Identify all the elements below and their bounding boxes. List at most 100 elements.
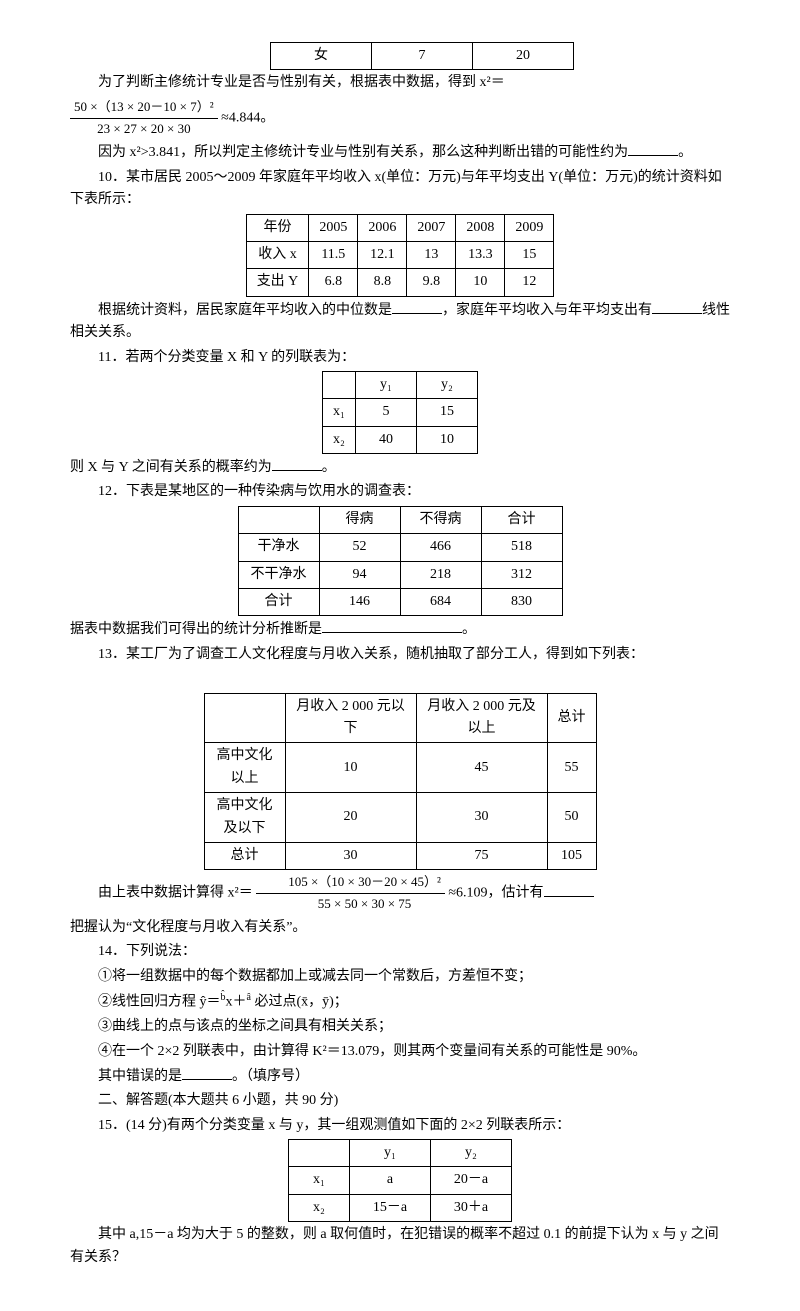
cell: x₂ bbox=[289, 1194, 350, 1221]
cell: 15 bbox=[505, 241, 554, 268]
cell: 7 bbox=[372, 43, 473, 70]
q14-item1: ①将一组数据中的每个数据都加上或减去同一个常数后，方差恒不变； bbox=[70, 966, 730, 988]
table-q11: y₁ y₂ x₁ 5 15 x₂ 40 10 bbox=[322, 371, 478, 454]
cell: 13.3 bbox=[456, 241, 505, 268]
cell: 高中文化及以下 bbox=[204, 793, 285, 843]
cell: 10 bbox=[416, 426, 477, 453]
table-q13: 月收入 2 000 元以下 月收入 2 000 元及以上 总计 高中文化以上 1… bbox=[204, 693, 597, 871]
cell: 干净水 bbox=[238, 534, 319, 561]
frac-den: 55 × 50 × 30 × 75 bbox=[256, 894, 445, 915]
q14-fill: 其中错误的是。（填序号） bbox=[70, 1065, 730, 1088]
cell bbox=[204, 693, 285, 743]
cell: 9.8 bbox=[407, 269, 456, 296]
cell: 总计 bbox=[547, 693, 596, 743]
cell: 不干净水 bbox=[238, 561, 319, 588]
cell: 94 bbox=[319, 561, 400, 588]
cell: 高中文化以上 bbox=[204, 743, 285, 793]
cell: 30 bbox=[285, 842, 416, 869]
cell: 30＋a bbox=[431, 1194, 512, 1221]
cell bbox=[323, 371, 356, 398]
text: ②线性回归方程 bbox=[98, 995, 196, 1010]
cell bbox=[238, 506, 319, 533]
cell: 12 bbox=[505, 269, 554, 296]
blank bbox=[272, 456, 322, 471]
table-q15: y₁ y₂ x₁ a 20－a x₂ 15－a 30＋a bbox=[288, 1139, 512, 1222]
text: 。（填序号） bbox=[232, 1069, 309, 1084]
cell: 2006 bbox=[358, 214, 407, 241]
cell: 2008 bbox=[456, 214, 505, 241]
cell: 218 bbox=[400, 561, 481, 588]
cell: 52 bbox=[319, 534, 400, 561]
text: 则 X 与 Y 之间有关系的概率约为 bbox=[70, 460, 272, 475]
cell: 不得病 bbox=[400, 506, 481, 533]
cell: 2009 bbox=[505, 214, 554, 241]
cell: 12.1 bbox=[358, 241, 407, 268]
cell: 5 bbox=[355, 399, 416, 426]
q14-item4: ④在一个 2×2 列联表中，由计算得 K²＝13.079，则其两个变量间有关系的… bbox=[70, 1041, 730, 1063]
table-q10: 年份 2005 2006 2007 2008 2009 收入 x 11.5 12… bbox=[246, 214, 555, 297]
q13-conclusion: 把握认为“文化程度与月收入有关系”。 bbox=[70, 917, 730, 939]
cell: 10 bbox=[285, 743, 416, 793]
blank bbox=[322, 618, 462, 633]
q15-text: 15．(14 分)有两个分类变量 x 与 y，其一组观测值如下面的 2×2 列联… bbox=[70, 1115, 730, 1137]
paragraph-judgement: 为了判断主修统计专业是否与性别有关，根据表中数据，得到 x²＝ bbox=[70, 72, 730, 94]
cell: 10 bbox=[456, 269, 505, 296]
blank bbox=[652, 299, 702, 314]
section-2-heading: 二、解答题(本大题共 6 小题，共 90 分) bbox=[70, 1090, 730, 1112]
q14-item3: ③曲线上的点与该点的坐标之间具有相关关系； bbox=[70, 1016, 730, 1038]
cell: 146 bbox=[319, 589, 400, 616]
cell: 20 bbox=[473, 43, 574, 70]
cell: 2005 bbox=[309, 214, 358, 241]
cell: 466 bbox=[400, 534, 481, 561]
frac-den: 23 × 27 × 20 × 30 bbox=[70, 119, 218, 140]
cell: 312 bbox=[481, 561, 562, 588]
q11-text: 11．若两个分类变量 X 和 Y 的列联表为： bbox=[70, 347, 730, 369]
cell: y₂ bbox=[431, 1140, 512, 1167]
text: ，家庭年平均收入与年平均支出有 bbox=[442, 303, 652, 318]
approx-value: ≈4.844。 bbox=[221, 110, 274, 125]
cell: 合计 bbox=[481, 506, 562, 533]
cell: 20 bbox=[285, 793, 416, 843]
q13-text: 13．某工厂为了调查工人文化程度与月收入关系，随机抽取了部分工人，得到如下列表： bbox=[70, 644, 730, 666]
cell: 105 bbox=[547, 842, 596, 869]
q11-fill: 则 X 与 Y 之间有关系的概率约为。 bbox=[70, 456, 730, 479]
text: 据表中数据我们可得出的统计分析推断是 bbox=[70, 622, 322, 637]
cell: 合计 bbox=[238, 589, 319, 616]
cell bbox=[289, 1140, 350, 1167]
text: 由上表中数据计算得 x²＝ bbox=[98, 886, 253, 901]
cell: 总计 bbox=[204, 842, 285, 869]
table-q12: 得病 不得病 合计 干净水 52 466 518 不干净水 94 218 312… bbox=[238, 506, 563, 617]
cell: x₁ bbox=[323, 399, 356, 426]
q13-formula: 由上表中数据计算得 x²＝ 105 ×（10 × 30－20 × 45）² 55… bbox=[70, 872, 730, 915]
table-gender-stats: 女 7 20 bbox=[270, 42, 574, 70]
cell: 得病 bbox=[319, 506, 400, 533]
cell: 月收入 2 000 元及以上 bbox=[416, 693, 547, 743]
cell: 收入 x bbox=[246, 241, 309, 268]
cell: 830 bbox=[481, 589, 562, 616]
cell: y₂ bbox=[416, 371, 477, 398]
cell: 45 bbox=[416, 743, 547, 793]
cell: 40 bbox=[355, 426, 416, 453]
cell: 75 bbox=[416, 842, 547, 869]
q15-question: 其中 a,15－a 均为大于 5 的整数，则 a 取何值时，在犯错误的概率不超过… bbox=[70, 1224, 730, 1269]
q10-fill: 根据统计资料，居民家庭年平均收入的中位数是，家庭年平均收入与年平均支出有线性相关… bbox=[70, 299, 730, 345]
cell: 6.8 bbox=[309, 269, 358, 296]
blank bbox=[392, 299, 442, 314]
q14-heading: 14．下列说法： bbox=[70, 941, 730, 963]
cell: 50 bbox=[547, 793, 596, 843]
cell: x₁ bbox=[289, 1167, 350, 1194]
cell: 13 bbox=[407, 241, 456, 268]
cell: 11.5 bbox=[309, 241, 358, 268]
text: 根据统计资料，居民家庭年平均收入的中位数是 bbox=[98, 303, 392, 318]
cell: 支出 Y bbox=[246, 269, 309, 296]
text: 因为 x²>3.841，所以判定主修统计专业与性别有关系，那么这种判断出错的可能… bbox=[98, 145, 628, 160]
cell: 684 bbox=[400, 589, 481, 616]
cell: 55 bbox=[547, 743, 596, 793]
cell: 518 bbox=[481, 534, 562, 561]
blank bbox=[182, 1065, 232, 1080]
text: ≈6.109，估计有 bbox=[448, 886, 543, 901]
cell: 30 bbox=[416, 793, 547, 843]
cell: 20－a bbox=[431, 1167, 512, 1194]
q14-item2: ②线性回归方程 ŷ＝b̂x＋â 必过点(x̄，ȳ)； bbox=[70, 990, 730, 1014]
cell: 15 bbox=[416, 399, 477, 426]
